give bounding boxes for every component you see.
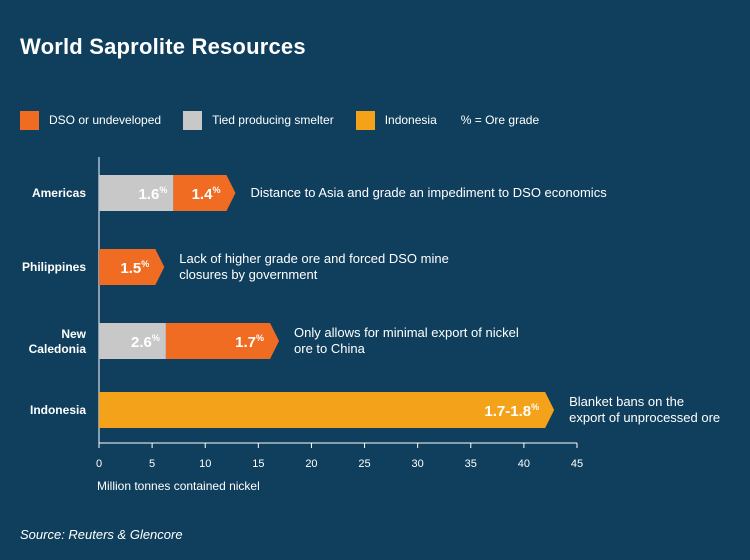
legend-swatch-indonesia bbox=[355, 110, 375, 130]
annotation-text: Lack of higher grade ore and forced DSO … bbox=[179, 251, 449, 282]
x-tick-label: 0 bbox=[96, 458, 102, 470]
source-note: Source: Reuters & Glencore bbox=[20, 527, 183, 542]
x-tick-label: 35 bbox=[465, 458, 477, 470]
chart-title: World Saprolite Resources bbox=[20, 34, 306, 59]
legend: DSO or undeveloped Tied producing smelte… bbox=[20, 110, 539, 130]
category-label: Philippines bbox=[22, 260, 86, 274]
bar-segment bbox=[99, 323, 166, 359]
x-tick-label: 20 bbox=[305, 458, 317, 470]
legend-item-smelter: Tied producing smelter bbox=[183, 110, 334, 130]
grade-label: 1.7% bbox=[235, 333, 264, 351]
bar-segment bbox=[99, 392, 555, 428]
annotation-text: Blanket bans on the export of unprocessed… bbox=[569, 394, 720, 425]
grade-label: 1.7-1.8% bbox=[484, 402, 539, 420]
legend-note: % = Ore grade bbox=[460, 113, 540, 127]
annotation-text: Distance to Asia and grade an impediment… bbox=[250, 185, 607, 200]
grade-label: 1.6% bbox=[138, 185, 167, 203]
x-tick-label: 5 bbox=[149, 458, 155, 470]
legend-label-dso: DSO or undeveloped bbox=[49, 113, 162, 127]
bar-segment bbox=[99, 249, 165, 285]
x-tick-label: 40 bbox=[518, 458, 530, 470]
category-label: Indonesia bbox=[30, 403, 86, 417]
category-label: Americas bbox=[32, 186, 86, 200]
grade-label: 1.4% bbox=[192, 185, 221, 203]
bar-segment bbox=[99, 175, 174, 211]
x-tick-label: 10 bbox=[199, 458, 211, 470]
x-tick-label: 15 bbox=[252, 458, 264, 470]
legend-swatch-smelter bbox=[183, 110, 203, 130]
bar-segment bbox=[173, 175, 236, 211]
grade-label: 2.6% bbox=[131, 333, 160, 351]
x-tick-label: 45 bbox=[571, 458, 583, 470]
x-tick-label: 25 bbox=[358, 458, 370, 470]
legend-label-indonesia: Indonesia bbox=[384, 113, 437, 127]
bar-segment bbox=[165, 323, 280, 359]
legend-label-smelter: Tied producing smelter bbox=[212, 113, 334, 127]
legend-swatch-dso bbox=[20, 110, 39, 130]
grade-label: 1.5% bbox=[120, 259, 149, 277]
legend-item-indonesia: Indonesia bbox=[355, 110, 437, 130]
legend-item-dso: DSO or undeveloped bbox=[20, 110, 162, 130]
annotation-text: Only allows for minimal export of nickel… bbox=[294, 325, 519, 356]
x-tick-label: 30 bbox=[412, 458, 424, 470]
category-label: New Caledonia bbox=[29, 327, 87, 356]
x-axis-title: Million tonnes contained nickel bbox=[97, 479, 260, 493]
